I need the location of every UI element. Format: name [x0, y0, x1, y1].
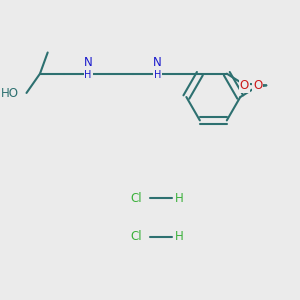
- Text: N: N: [153, 56, 162, 69]
- Text: H: H: [175, 230, 184, 243]
- Text: HO: HO: [1, 87, 19, 101]
- Text: H: H: [154, 70, 161, 80]
- Text: Cl: Cl: [130, 230, 142, 243]
- Text: O: O: [239, 79, 249, 92]
- Text: H: H: [175, 192, 184, 205]
- Text: H: H: [84, 70, 92, 80]
- Text: O: O: [253, 79, 262, 92]
- Text: N: N: [84, 56, 92, 69]
- Text: Cl: Cl: [130, 192, 142, 205]
